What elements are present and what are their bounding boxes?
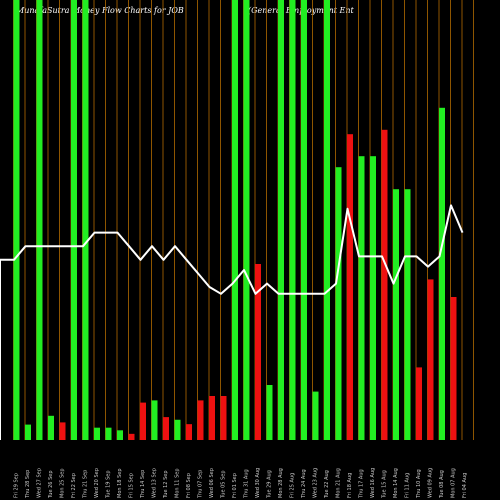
bar	[220, 396, 227, 440]
bar	[174, 419, 181, 440]
bar	[13, 0, 20, 440]
x-tick-labels: Fri 29 Sep Thu 28 Sep Wed 27 Sep Tue 26 Sep…	[14, 468, 469, 499]
bar	[36, 0, 43, 440]
bar	[243, 0, 250, 440]
bar	[393, 189, 399, 440]
bar	[358, 156, 365, 440]
tick-label: Mon 18 Sep	[117, 468, 123, 498]
tick-label: Fri 08 Sep	[186, 473, 192, 498]
bar	[427, 279, 434, 440]
bar	[312, 391, 319, 440]
tick-label: Thu 24 Aug	[301, 469, 307, 499]
tick-label: Fri 04 Aug	[462, 473, 468, 498]
bar	[128, 433, 135, 440]
bar	[439, 107, 445, 441]
tick-label: Fri 22 Sep	[71, 473, 77, 498]
tick-label: Wed 20 Sep	[94, 468, 100, 498]
tick-label: Thu 28 Sep	[25, 470, 31, 499]
bar	[117, 430, 123, 440]
tick-label: Mon 07 Aug	[451, 468, 457, 498]
bar	[71, 0, 77, 440]
tick-label: Tue 26 Sep	[48, 470, 54, 499]
bar	[255, 264, 261, 440]
tick-label: Thu 07 Sep	[198, 470, 204, 499]
bar	[347, 134, 353, 440]
tick-label: Mon 25 Sep	[60, 468, 66, 498]
tick-label: Fri 01 Sep	[232, 473, 238, 498]
bar	[59, 422, 66, 440]
bar	[94, 427, 100, 440]
tick-label: Tue 29 Aug	[267, 470, 273, 499]
bar	[289, 0, 296, 440]
price-line-series	[0, 204, 464, 440]
tick-label: Wed 09 Aug	[428, 468, 434, 498]
tick-label: Mon 21 Aug	[336, 468, 342, 498]
tick-label: Mon 11 Sep	[175, 468, 181, 498]
bar	[301, 0, 307, 440]
tick-label: Mon 14 Aug	[393, 468, 399, 498]
bar	[416, 367, 422, 440]
bar	[82, 0, 89, 440]
tick-label: Wed 16 Aug	[370, 468, 376, 498]
tick-label: Tue 19 Sep	[106, 470, 112, 499]
bar	[278, 0, 284, 440]
bar	[381, 129, 388, 441]
tick-label: Fri 18 Aug	[347, 473, 353, 498]
bar	[105, 427, 112, 440]
bar	[163, 417, 169, 440]
bar	[151, 400, 158, 440]
tick-label: Fri 29 Sep	[14, 473, 20, 498]
tick-label: Tue 08 Aug	[439, 470, 445, 499]
tick-label: Fri 25 Aug	[290, 473, 296, 498]
bar	[404, 189, 411, 440]
tick-label: Thu 21 Sep	[83, 470, 89, 499]
bar-series	[13, 0, 457, 441]
tick-label: Wed 27 Sep	[37, 468, 43, 498]
tick-label: Wed 06 Sep	[209, 468, 215, 498]
bar	[140, 402, 146, 440]
bar	[186, 424, 192, 440]
tick-label: Tue 12 Sep	[163, 470, 169, 499]
tick-label: Tue 22 Aug	[324, 470, 330, 499]
price-line	[0, 204, 464, 440]
bar	[209, 396, 215, 440]
tick-label: Mon 28 Aug	[278, 468, 284, 498]
tick-label: Tue 05 Sep	[221, 470, 227, 499]
tick-label: Wed 30 Aug	[255, 468, 261, 498]
bar	[266, 385, 273, 440]
tick-label: Thu 17 Aug	[359, 469, 365, 499]
bar	[48, 415, 54, 440]
tick-label: Thu 31 Aug	[244, 469, 250, 499]
tick-label: Thu 10 Aug	[416, 469, 422, 499]
bar	[197, 400, 204, 440]
tick-label: Tue 15 Aug	[382, 470, 388, 499]
bar	[370, 156, 376, 440]
tick-label: Thu 14 Sep	[140, 470, 146, 499]
bar	[450, 297, 457, 440]
bar	[324, 0, 330, 440]
bar	[25, 424, 31, 440]
bar	[335, 167, 342, 440]
tick-label: Wed 13 Sep	[152, 468, 158, 498]
bar	[232, 0, 238, 440]
chart-title-left: MunafaSutra Money Flow Charts for JOB	[16, 6, 184, 15]
tick-label: Wed 23 Aug	[313, 468, 319, 498]
tick-label: Fri 15 Sep	[129, 473, 135, 498]
tick-label: Fri 11 Aug	[405, 473, 411, 498]
